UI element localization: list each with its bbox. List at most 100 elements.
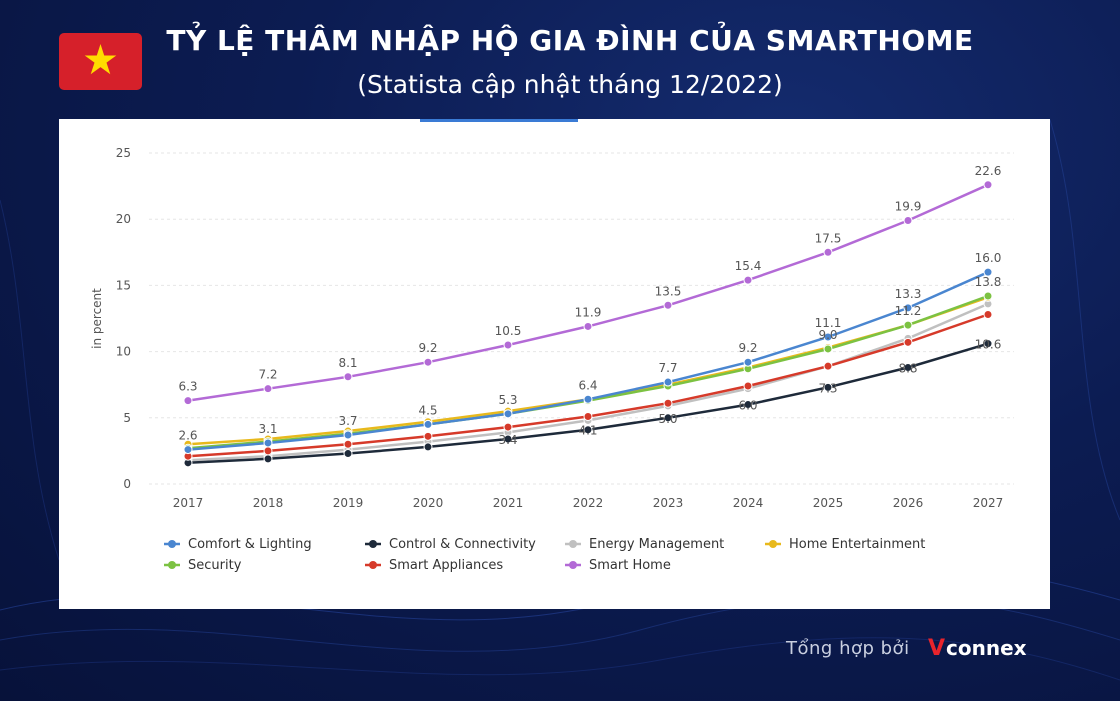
y-tick-label: 0: [123, 477, 131, 491]
data-point: [663, 398, 673, 408]
data-label: 19.9: [895, 200, 922, 214]
data-point: [263, 438, 273, 448]
legend-swatch-dot: [569, 561, 577, 569]
page-subtitle: (Statista cập nhật tháng 12/2022): [357, 70, 783, 99]
x-tick-label: 2020: [413, 496, 444, 510]
data-label: 5.3: [498, 393, 517, 407]
y-tick-label: 5: [123, 411, 131, 425]
data-label: 3.4: [498, 433, 517, 447]
chart-card: 0 5 10 15 20 25 in percent 2017 2018 2019 2020 2021…: [59, 119, 1050, 609]
data-point: [823, 247, 833, 257]
y-axis-label: in percent: [90, 288, 104, 349]
footer-credit: Tổng hợp bởi: [786, 638, 910, 659]
x-tick-label: 2021: [493, 496, 524, 510]
data-label: 10.5: [495, 324, 522, 338]
data-label: 13.5: [655, 284, 682, 298]
data-point: [583, 411, 593, 421]
x-tick-label: 2017: [173, 496, 204, 510]
data-point: [743, 357, 753, 367]
data-point: [343, 449, 353, 459]
legend-swatch-dot: [369, 540, 377, 548]
legend-label: Home Entertainment: [789, 537, 925, 552]
data-point: [583, 321, 593, 331]
data-label: 13.8: [975, 275, 1002, 289]
data-point: [343, 372, 353, 382]
vietnam-flag: [59, 33, 142, 90]
data-point: [903, 362, 913, 372]
data-label: 13.3: [895, 287, 922, 301]
legend-label: Energy Management: [589, 537, 724, 552]
data-label: 9.2: [738, 341, 757, 355]
legend-label: Control & Connectivity: [389, 537, 536, 552]
data-label: 3.1: [258, 422, 277, 436]
data-point: [343, 439, 353, 449]
data-point: [503, 434, 513, 444]
data-label: 4.1: [578, 424, 597, 438]
brand-name: connex: [946, 636, 1027, 660]
data-label: 8.8: [898, 361, 917, 375]
data-point: [663, 377, 673, 387]
brand-mark: V: [928, 636, 946, 661]
brand-logo: Vconnex: [928, 636, 1027, 661]
data-label: 9.0: [818, 328, 837, 342]
data-point: [983, 180, 993, 190]
legend-swatch-dot: [369, 561, 377, 569]
data-point: [823, 361, 833, 371]
page-title: TỶ LỆ THÂM NHẬP HỘ GIA ĐÌNH CỦA SMARTHOM…: [166, 24, 974, 57]
x-tick-label: 2018: [253, 496, 284, 510]
x-tick-label: 2027: [973, 496, 1004, 510]
x-tick-label: 2022: [573, 496, 604, 510]
data-point: [423, 442, 433, 452]
data-label: 7.7: [658, 361, 677, 375]
data-point: [503, 340, 513, 350]
y-tick-label: 10: [116, 345, 131, 359]
data-point: [663, 413, 673, 423]
data-label: 9.2: [418, 341, 437, 355]
x-tick-label: 2026: [893, 496, 924, 510]
x-tick-label: 2023: [653, 496, 684, 510]
data-point: [183, 396, 193, 406]
data-point: [423, 419, 433, 429]
legend-label: Smart Home: [589, 558, 671, 573]
chart-tab-accent: [420, 119, 578, 122]
data-point: [423, 357, 433, 367]
data-point: [903, 320, 913, 330]
legend-label: Smart Appliances: [389, 558, 503, 573]
x-tick-label: 2025: [813, 496, 844, 510]
data-point: [903, 216, 913, 226]
line-chart: 0 5 10 15 2025 in percent 2017 2018 2019 2020 2021…: [90, 146, 1014, 573]
data-label: 6.4: [578, 378, 597, 392]
data-point: [743, 381, 753, 391]
data-label: 7.3: [818, 381, 837, 395]
legend-swatch-dot: [168, 561, 176, 569]
data-point: [183, 445, 193, 455]
data-point: [743, 275, 753, 285]
star-icon: [84, 44, 117, 75]
y-tick-label: 15: [116, 278, 131, 292]
data-label: 2.6: [178, 429, 197, 443]
data-point: [743, 400, 753, 410]
x-tick-label: 2019: [333, 496, 364, 510]
y-tick-label: 25: [116, 146, 131, 160]
data-label: 8.1: [338, 356, 357, 370]
data-label: 5.0: [658, 412, 677, 426]
legend-label: Comfort & Lighting: [188, 537, 312, 552]
x-tick-label: 2024: [733, 496, 764, 510]
data-point: [903, 337, 913, 347]
data-label: 11.2: [895, 304, 922, 318]
data-label: 10.6: [975, 338, 1002, 352]
legend-swatch-dot: [769, 540, 777, 548]
data-label: 11.9: [575, 305, 602, 319]
data-point: [583, 394, 593, 404]
data-point: [983, 291, 993, 301]
data-point: [983, 267, 993, 277]
legend-label: Security: [188, 558, 242, 573]
data-label: 11.1: [815, 316, 842, 330]
data-point: [823, 332, 833, 342]
data-point: [343, 430, 353, 440]
data-point: [983, 339, 993, 349]
data-point: [263, 446, 273, 456]
data-point: [263, 384, 273, 394]
data-point: [423, 431, 433, 441]
data-point: [583, 425, 593, 435]
